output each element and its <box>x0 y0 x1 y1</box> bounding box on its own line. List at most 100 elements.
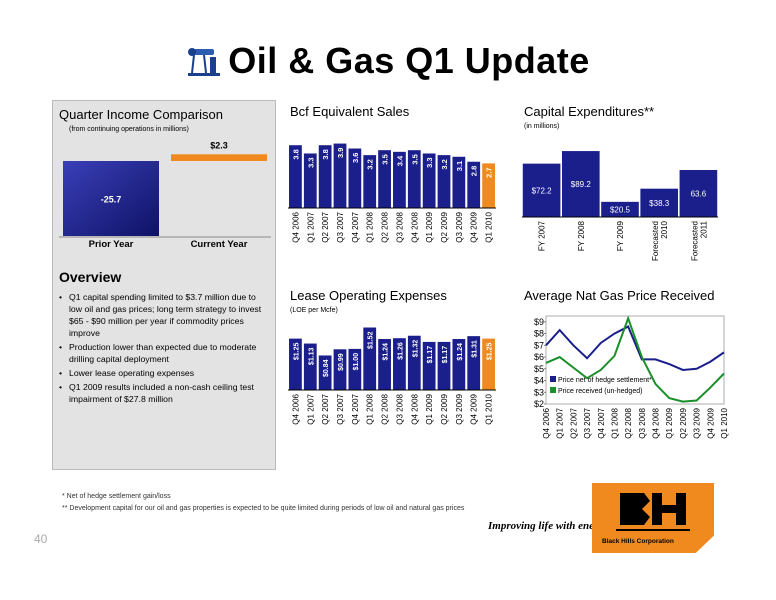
bar <box>640 188 679 217</box>
bar <box>482 163 495 208</box>
tick-label: Q1 2008 <box>366 211 375 242</box>
tick-label: Q4 2006 <box>291 211 300 242</box>
slogan: Improving life with energy <box>488 520 609 532</box>
bar <box>679 169 718 217</box>
data-label: $1.13 <box>308 347 315 365</box>
data-label: 3.9 <box>336 148 345 158</box>
data-label: $2.3 <box>210 140 228 150</box>
tick-label: Current Year <box>191 239 248 250</box>
tick-label: Q4 2009 <box>706 407 715 438</box>
tick-label: 2011 <box>699 220 708 238</box>
tick-label: Q4 2009 <box>470 393 479 424</box>
bar <box>171 154 267 161</box>
bar <box>363 155 377 208</box>
bar <box>303 343 317 390</box>
legend-label: Price received (un-hedged) <box>558 388 642 395</box>
y-tick-label: $5 <box>534 364 544 374</box>
bcf-sales-chart: Bcf Equivalent Sales 3.8 Q4 2006 3.3 Q1 2007… <box>288 104 496 243</box>
oil-rig-icon <box>188 48 221 76</box>
chart-title: Capital Expenditures** <box>524 104 654 119</box>
bar <box>437 155 451 208</box>
bar <box>318 145 332 208</box>
tick-label: Q2 2009 <box>440 393 449 424</box>
tick-label: Q1 2009 <box>425 211 434 242</box>
data-label: $1.52 <box>368 331 375 349</box>
data-label: $1.26 <box>397 342 404 360</box>
bar <box>348 148 362 208</box>
tick-label: Q1 2007 <box>306 211 315 242</box>
overview-bullet: Q1 capital spending limited to $3.7 mill… <box>59 291 271 339</box>
bar <box>393 338 406 390</box>
tick-label: Q2 2007 <box>321 211 330 242</box>
bar <box>318 355 332 390</box>
tick-label: Q4 2007 <box>351 211 360 242</box>
tick-label: FY 2009 <box>616 220 625 251</box>
bar <box>289 145 302 208</box>
overview-bullet: Lower lease operating expenses <box>59 367 271 379</box>
tick-label: Q2 2009 <box>440 211 449 242</box>
footnote-1: * Net of hedge settlement gain/loss <box>62 493 171 500</box>
bar <box>422 153 436 208</box>
data-label: $1.31 <box>472 340 479 358</box>
data-label: $1.25 <box>487 343 494 361</box>
data-label: $1.17 <box>427 346 434 364</box>
bar <box>452 156 466 208</box>
bar <box>407 335 421 390</box>
bar <box>561 151 600 217</box>
y-tick-label: $3 <box>534 387 544 397</box>
bar <box>467 336 481 390</box>
tick-label: Q1 2008 <box>610 407 619 438</box>
tick-label: Q3 2007 <box>336 393 345 424</box>
tick-label: Q2 2009 <box>679 407 688 438</box>
company-logo <box>592 483 714 553</box>
data-label: 3.4 <box>395 155 404 166</box>
page-number: 40 <box>34 532 48 546</box>
bar <box>63 161 159 236</box>
data-label: $0.84 <box>323 359 330 377</box>
chart-title: Quarter Income Comparison <box>59 107 223 122</box>
bar <box>378 339 391 390</box>
tick-label: Q1 2009 <box>425 393 434 424</box>
bar <box>601 201 639 217</box>
legend-label: Price net of hedge settlement* <box>558 377 652 384</box>
series-line <box>545 315 725 403</box>
data-label: 3.2 <box>366 159 375 169</box>
data-label: 3.8 <box>321 149 330 159</box>
tick-label: Forecasted <box>690 221 699 261</box>
chart-subtitle: (LOE per Mcfe) <box>290 307 338 314</box>
data-label: $1.24 <box>457 343 464 361</box>
quarter-income-chart: Quarter Income Comparison (from continuin… <box>59 107 271 250</box>
tick-label: Q2 2007 <box>569 407 578 438</box>
bar <box>407 150 421 208</box>
tick-label: Q3 2008 <box>395 211 404 242</box>
tick-label: Q3 2009 <box>693 407 702 438</box>
data-label: $1.25 <box>293 343 300 361</box>
tick-label: Q3 2008 <box>395 393 404 424</box>
capex-chart: Capital Expenditures** (in millions) $72.2… <box>522 104 718 261</box>
tick-label: Q1 2009 <box>665 407 674 438</box>
data-label: $1.32 <box>412 340 419 358</box>
bar <box>482 338 495 390</box>
tick-label: Q4 2008 <box>410 211 419 242</box>
overview-bullets: Q1 capital spending limited to $3.7 mill… <box>59 291 271 407</box>
data-label: $20.5 <box>610 205 631 214</box>
bar <box>422 341 436 390</box>
tick-label: Q4 2008 <box>410 393 419 424</box>
bar <box>437 341 451 390</box>
data-label: 3.5 <box>410 154 419 164</box>
data-label: $0.99 <box>338 353 345 371</box>
tick-label: Q2 2008 <box>624 407 633 438</box>
bar <box>363 327 377 390</box>
y-tick-label: $4 <box>534 376 544 386</box>
data-label: 3.3 <box>425 157 434 167</box>
tick-label: Q4 2007 <box>351 393 360 424</box>
chart-title: Bcf Equivalent Sales <box>290 104 410 119</box>
data-label: $38.3 <box>649 199 670 208</box>
tick-label: Q1 2010 <box>485 211 494 242</box>
bar <box>303 153 317 208</box>
left-panel: Quarter Income Comparison (from continuin… <box>52 100 276 470</box>
bar <box>522 163 561 217</box>
bh-logo-icon <box>616 493 690 531</box>
legend-swatch <box>550 387 556 393</box>
tick-label: Q4 2006 <box>542 407 551 438</box>
